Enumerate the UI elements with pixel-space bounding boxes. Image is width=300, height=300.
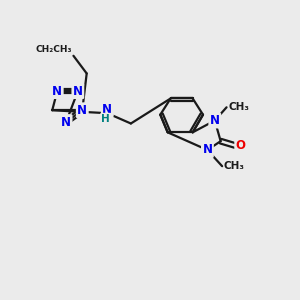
Text: H: H <box>101 114 110 124</box>
Text: N: N <box>102 103 112 116</box>
Text: N: N <box>52 85 62 98</box>
Text: N: N <box>202 143 212 157</box>
Text: O: O <box>236 139 246 152</box>
Text: N: N <box>61 116 71 128</box>
Text: N: N <box>77 104 87 117</box>
Text: CH₂CH₃: CH₂CH₃ <box>35 45 72 54</box>
Text: CH₃: CH₃ <box>228 102 249 112</box>
Text: CH₃: CH₃ <box>224 161 244 171</box>
Text: N: N <box>210 114 220 127</box>
Text: N: N <box>73 85 83 98</box>
